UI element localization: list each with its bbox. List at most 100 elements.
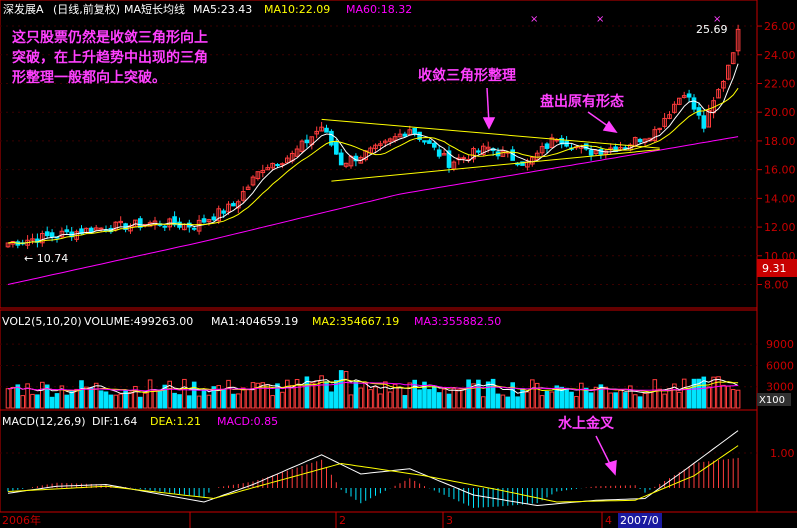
macd-dea-line — [7, 445, 739, 503]
volume-bar — [466, 379, 471, 409]
volume-bar — [574, 396, 579, 409]
candle-body — [392, 136, 398, 141]
candle-body — [373, 144, 378, 150]
volume-bar — [642, 392, 648, 409]
macd-layer — [7, 430, 739, 508]
ma60-line — [7, 136, 739, 285]
candle-body — [554, 139, 560, 142]
volume-bar — [397, 386, 403, 409]
candle-body — [652, 129, 658, 142]
volume-bar — [138, 396, 143, 409]
candle-body — [583, 143, 589, 150]
candle-body — [275, 164, 280, 167]
candle-body — [343, 162, 349, 167]
volume-bar — [338, 370, 344, 409]
volume-bar — [231, 393, 236, 409]
volume-bar — [329, 391, 334, 409]
volume-bar — [260, 382, 266, 409]
candle-body — [270, 162, 275, 169]
volume-bar — [118, 393, 124, 409]
volume-bar — [334, 380, 339, 409]
volume-bar — [40, 381, 45, 409]
candle-body — [686, 93, 692, 98]
volume-bar — [726, 385, 731, 409]
candle-body — [417, 131, 422, 140]
candle-body — [432, 142, 437, 148]
candle-body — [255, 171, 261, 180]
volume-unit-label: X100 — [759, 395, 785, 406]
candle-body — [59, 230, 65, 238]
low-price-label: ← 10.74 — [24, 252, 68, 265]
volume-bar — [456, 389, 462, 409]
volume-bar — [98, 390, 104, 409]
candle-body — [412, 127, 417, 135]
price-tick-label: 8.00 — [764, 279, 789, 292]
candle-body — [691, 97, 697, 110]
volume-bar — [721, 384, 726, 409]
volume-bar — [696, 378, 702, 409]
volume-bar — [182, 378, 187, 409]
volume-bar — [191, 381, 197, 409]
volume-bar — [270, 395, 275, 409]
volume-bar — [569, 391, 574, 409]
volume-bar — [10, 386, 16, 409]
price-tick-label: 22.00 — [764, 77, 796, 90]
price-gridlines — [0, 25, 757, 454]
volume-bar — [299, 384, 305, 409]
candle-body — [539, 146, 545, 154]
volume-bar — [383, 381, 388, 409]
candle-body — [461, 157, 466, 160]
volume-bar — [515, 396, 520, 409]
candle-body — [221, 210, 226, 214]
candle-body — [79, 228, 84, 235]
candle-body — [481, 145, 486, 155]
vol-ma1-readout: MA1:404659.19 — [211, 315, 298, 328]
candle-body — [240, 191, 246, 201]
candle-body — [397, 133, 403, 138]
volume-bar — [226, 379, 231, 409]
volume-bar — [706, 386, 712, 409]
volume-bar — [221, 388, 226, 409]
candle-body — [250, 176, 256, 186]
vol-ma20-line — [7, 381, 739, 392]
time-highlight-label: 2007/0 — [620, 514, 659, 527]
volume-bar — [603, 386, 609, 409]
volume-bar — [461, 388, 466, 409]
volume-bar — [549, 391, 555, 409]
candle-body — [383, 140, 388, 144]
volume-bar — [378, 393, 383, 409]
candle-body — [294, 148, 300, 157]
volume-bar — [441, 388, 447, 409]
ma-lines-layer — [7, 63, 739, 244]
volume-bar — [686, 388, 692, 409]
volume-bar — [54, 393, 60, 409]
candle-body — [319, 126, 324, 132]
candle-body — [730, 52, 736, 65]
candle-body — [446, 150, 452, 168]
candle-body — [216, 208, 221, 222]
volume-bar — [84, 386, 89, 409]
ma-title: MA短长均线 — [124, 2, 185, 16]
volume-unit-box — [757, 393, 791, 406]
candle-body — [206, 219, 212, 223]
marker-x-1: × — [530, 14, 538, 25]
volume-bar — [294, 379, 300, 409]
price-tick-label: 20.00 — [764, 106, 796, 119]
candle-body — [201, 218, 207, 223]
volume-bar — [25, 383, 30, 409]
volume-bar — [304, 376, 310, 409]
candle-body — [402, 133, 408, 137]
candle-body — [285, 157, 290, 164]
volume-bar — [534, 382, 540, 409]
ma10-readout: MA10:22.09 — [264, 3, 330, 16]
candle-body — [485, 146, 491, 150]
volume-bar — [662, 393, 667, 409]
macd-tick-label: 1.00 — [770, 447, 795, 460]
volume-bar — [481, 396, 486, 409]
volume-bar — [735, 389, 741, 409]
high-price-label: 25.69 — [696, 23, 728, 36]
volume-bar — [285, 379, 290, 409]
price-tick-label: 18.00 — [764, 135, 796, 148]
volume-bar — [677, 391, 682, 409]
triangle-layer — [321, 118, 660, 182]
